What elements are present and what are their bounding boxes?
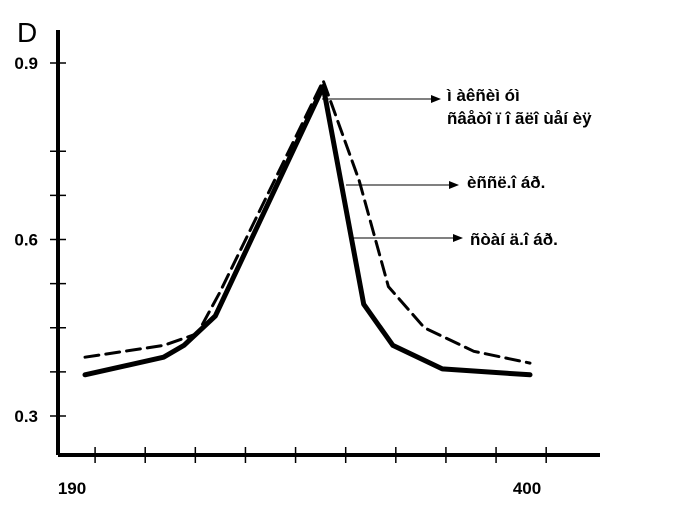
y-tick-label: 0.9 — [14, 54, 38, 73]
y-tick-label: 0.3 — [14, 407, 38, 426]
series-annotation-dashed: èññë.î áð. — [467, 173, 545, 192]
y-axis-label: D — [17, 17, 37, 48]
series-line-dashed — [83, 79, 532, 365]
peak-annotation-line1: ì àêñèì óì — [446, 86, 520, 105]
series-annotation-solid: ñòàí ä.î áð. — [470, 230, 558, 249]
series-line-solid — [82, 84, 533, 378]
x-tick-label: 400 — [513, 479, 541, 498]
peak-annotation-line2: ñâåòî ï î ãëî ùåí èÿ — [447, 109, 592, 128]
x-tick-label: 190 — [58, 479, 86, 498]
y-tick-label: 0.6 — [14, 231, 38, 250]
